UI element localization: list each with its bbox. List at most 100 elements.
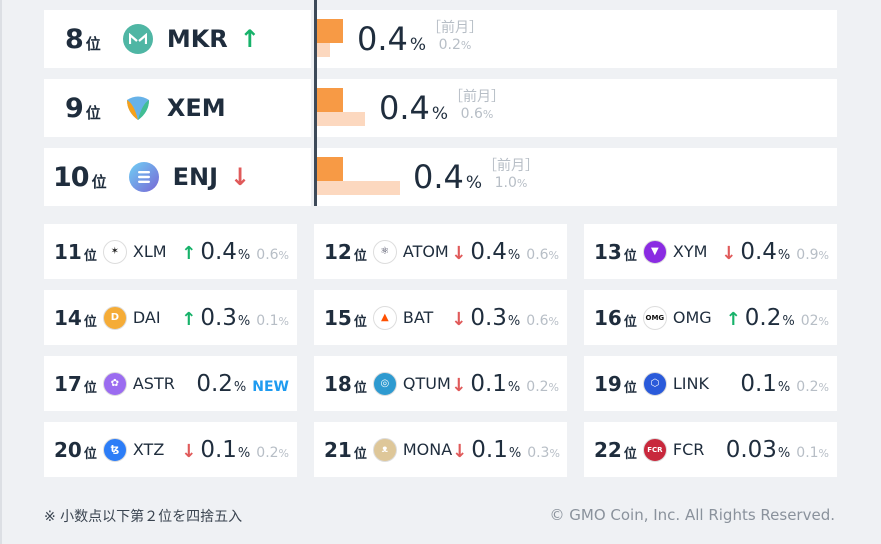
rank-cell-18: 18 位 ◎ QTUM ↓ 0.1% 0.2% [314,356,567,411]
omg-logo-icon: OMG [642,305,667,330]
trend-down-icon: ↓ [451,374,467,396]
share-value: 0.1 [740,370,777,397]
coin-name: ATOM [402,242,449,261]
previous-month-label: ［前月］ [483,158,539,174]
share-value: 0.1 [471,436,508,463]
share-percent-sign: % [777,445,791,461]
rank-number: 16 [594,305,622,330]
share-values: 0.2% NEW [196,371,289,397]
share-values: ↓ 0.4% 0.6% [451,239,559,265]
share-value: 0.1 [470,370,507,397]
coin-name: MONA [402,440,453,459]
share-values: ↓ 0.1% 0.2% [451,371,559,397]
bat-logo-icon: ▲ [372,305,397,330]
coin-name: ENJ [172,163,219,191]
rank-number: 8 [65,23,84,55]
rank-number: 10 [53,161,90,193]
share-value: 0.3 [200,304,237,331]
xtz-logo-icon: ꜩ [102,437,127,462]
share-value: 0.1 [200,436,237,463]
atom-logo-icon: ⚛ [372,239,397,264]
previous-month-value: 1.0% [494,175,528,191]
astr-logo-icon: ✿ [102,371,127,396]
previous-month-label: ［前月］ [449,89,505,105]
fcr-logo-icon: FCR [642,437,667,462]
rank-cell-16: 16 位 OMG OMG ↑ 0.2% 02% [584,290,837,345]
xym-logo-icon: ▼ [642,239,667,264]
previous-month-value: 0.3% [527,444,560,461]
coin-name: BAT [402,308,434,327]
share-bar-current [317,88,343,112]
rank-suffix: 位 [623,446,637,462]
share-value: 0.4% [357,20,427,58]
share-bar-previous [317,112,365,126]
previous-month-value: 0.6% [256,246,289,263]
rank-cell-12: 12 位 ⚛ ATOM ↓ 0.4% 0.6% [314,224,567,279]
chart-axis-divider [314,0,317,206]
trend-down-icon: ↓ [451,308,467,330]
share-percent-sign: % [782,313,795,329]
previous-month-value: 02% [800,312,829,329]
share-percent-sign: % [237,445,251,461]
copyright: © GMO Coin, Inc. All Rights Reserved. [549,506,835,524]
rank-number: 18 [324,371,352,396]
rank-suffix: 位 [623,380,637,396]
share-value: 0.4 [200,238,237,265]
previous-month: ［前月］ 0.2% [427,20,483,54]
coin-name: OMG [672,308,712,327]
rank-suffix: 位 [83,314,97,330]
share-values: ↓ 0.3% 0.6% [451,305,559,331]
coin-name: XTZ [132,440,165,459]
trend-up-icon: ↑ [181,242,197,264]
share-percent-sign: % [233,379,247,395]
rank-suffix: 位 [353,248,367,264]
share-values: 0.1% 0.2% [740,371,829,397]
share-bar-current [317,157,343,181]
share-value: 0.2 [196,370,233,397]
share-percent-sign: % [777,379,791,395]
previous-month-value: 0.1% [256,312,289,329]
rank-suffix: 位 [91,172,107,191]
rank-suffix: 位 [623,314,637,330]
rank-suffix: 位 [353,446,367,462]
coin-name: XEM [166,94,226,122]
trend-down-icon: ↓ [181,440,197,462]
qtum-logo-icon: ◎ [372,371,397,396]
previous-month-value: 0.6% [526,246,559,263]
share-percent-sign: % [507,313,521,329]
share-percent-sign: % [507,247,521,263]
share-values: 0.03% 0.1% [726,437,829,463]
share-value: 0.03 [725,436,777,463]
enjin-icon [128,162,159,192]
rank-label-cell: 10 位 ENJ ↓ [44,148,311,206]
share-bar-previous [317,43,330,57]
rank-cell-17: 17 位 ✿ ASTR 0.2% NEW [44,356,297,411]
share-value: 0.2 [744,304,782,331]
previous-month-value: 0.9% [796,246,829,263]
share-bar-current [317,19,343,43]
previous-month-value: 0.2% [526,378,559,395]
rank-label-cell: 8 位 MKR ↑ [44,10,311,68]
coin-name: FCR [672,440,705,459]
rank-cell-13: 13 位 ▼ XYM ↓ 0.4% 0.9% [584,224,837,279]
xlm-logo-icon: ✶ [102,239,127,264]
rank-label-cell: 9 位 XEM [44,79,311,137]
coin-name: ASTR [132,374,175,393]
dai-logo-icon: D [102,305,127,330]
rank-suffix: 位 [83,446,97,462]
coin-name: MKR [166,25,228,53]
rank-number: 11 [54,239,82,264]
rounding-footnote: ※ 小数点以下第２位を四捨五入 [44,509,243,525]
rank-number: 14 [54,305,82,330]
trend-up-icon: ↑ [725,308,741,330]
share-value: 0.4 [470,238,507,265]
rank-number: 15 [324,305,352,330]
coin-name: XLM [132,242,167,261]
share-bar-cell: 0.4% ［前月］ 0.2% [315,10,837,68]
trend-down-icon: ↓ [451,242,467,264]
rank-cell-15: 15 位 ▲ BAT ↓ 0.3% 0.6% [314,290,567,345]
share-values: ↓ 0.4% 0.9% [721,239,829,265]
trend-down-icon: ↓ [452,440,468,462]
coin-name: QTUM [402,374,451,393]
share-percent-sign: % [507,379,521,395]
